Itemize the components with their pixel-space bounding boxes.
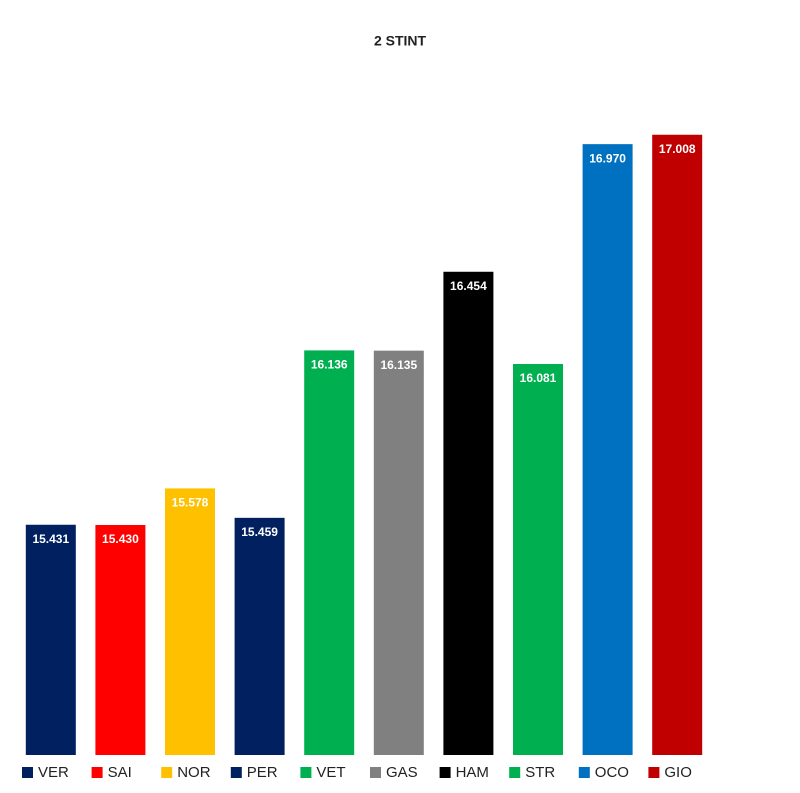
legend-swatch bbox=[648, 767, 660, 778]
bar bbox=[165, 488, 215, 755]
legend-swatch bbox=[300, 767, 312, 778]
bar bbox=[652, 134, 703, 755]
legend-swatch bbox=[91, 767, 103, 778]
legend-swatch bbox=[578, 767, 590, 778]
bar bbox=[513, 364, 563, 755]
value-label: 17.008 bbox=[659, 142, 696, 156]
value-label: 16.454 bbox=[450, 279, 487, 293]
bar bbox=[95, 525, 146, 755]
legend-label: GAS bbox=[386, 764, 418, 781]
bar bbox=[373, 350, 424, 755]
legend-label: NOR bbox=[177, 764, 211, 781]
legend-swatch bbox=[230, 767, 242, 778]
value-label: 16.970 bbox=[589, 151, 626, 165]
legend-swatch bbox=[439, 767, 451, 778]
legend-label: HAM bbox=[456, 764, 489, 781]
value-label: 16.135 bbox=[380, 358, 417, 372]
bar bbox=[582, 144, 633, 755]
bar bbox=[25, 524, 76, 755]
legend-swatch bbox=[509, 767, 521, 778]
value-label: 15.578 bbox=[172, 496, 209, 510]
legend-label: OCO bbox=[595, 764, 629, 781]
chart-title: 2 STINT bbox=[374, 33, 427, 49]
legend-swatch bbox=[22, 767, 33, 778]
legend-swatch bbox=[370, 767, 381, 778]
value-label: 16.136 bbox=[311, 358, 348, 372]
legend-label: STR bbox=[525, 764, 555, 781]
legend-label: VER bbox=[38, 764, 69, 781]
bar bbox=[234, 517, 285, 755]
legend-label: GIO bbox=[664, 764, 692, 781]
bar bbox=[443, 271, 494, 755]
value-label: 16.081 bbox=[520, 371, 557, 385]
legend-label: SAI bbox=[108, 764, 132, 781]
value-label: 15.459 bbox=[241, 525, 278, 539]
value-label: 15.430 bbox=[102, 532, 139, 546]
value-label: 15.431 bbox=[32, 532, 69, 546]
legend-swatch bbox=[161, 767, 173, 778]
bar bbox=[304, 350, 355, 755]
legend-label: VET bbox=[316, 764, 345, 781]
legend-label: PER bbox=[247, 764, 278, 781]
